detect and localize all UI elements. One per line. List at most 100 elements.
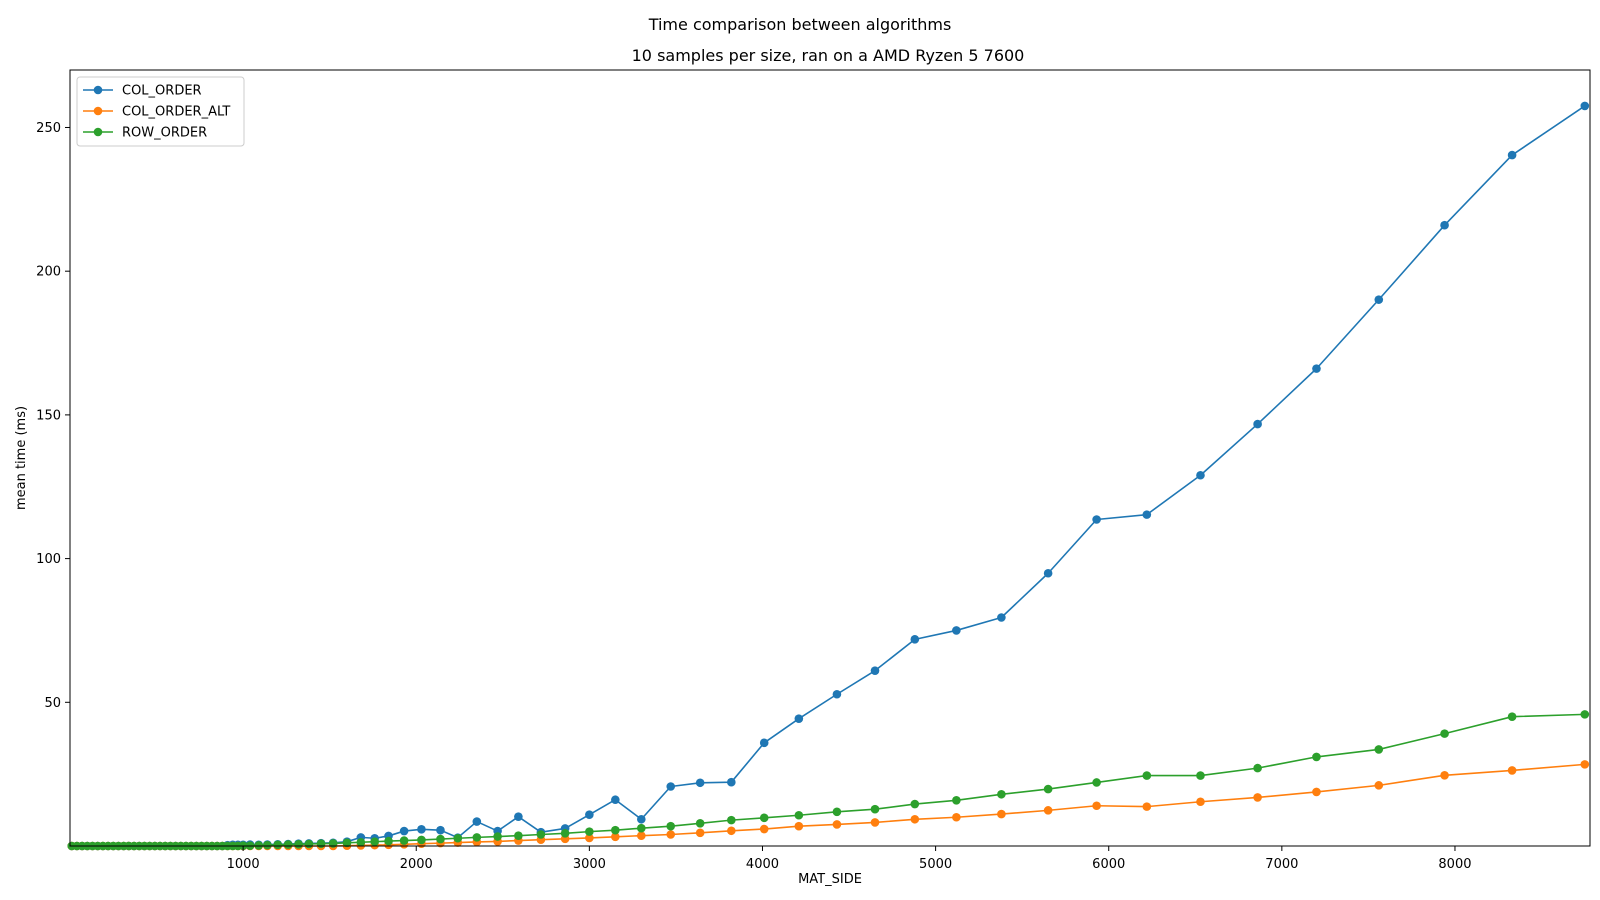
data-point <box>910 814 920 824</box>
data-point <box>611 825 620 835</box>
legend: COL_ORDER COL_ORDER_ALT ROW_ORDER <box>76 76 245 147</box>
data-point <box>794 810 804 820</box>
data-point <box>832 689 842 699</box>
data-point <box>1580 710 1590 719</box>
data-point <box>436 825 445 835</box>
data-point <box>493 832 502 841</box>
data-point <box>1092 515 1101 524</box>
data-point <box>1196 771 1205 780</box>
data-point <box>417 835 426 845</box>
data-point <box>417 825 426 834</box>
data-point <box>1196 797 1205 807</box>
y-tick-label: 150 <box>36 408 61 423</box>
data-point <box>666 782 676 791</box>
data-point <box>585 827 594 836</box>
legend-box <box>76 76 245 147</box>
data-point <box>536 830 546 839</box>
data-point <box>637 831 646 840</box>
data-point <box>666 821 676 831</box>
data-point <box>1253 763 1262 773</box>
figure-suptitle: Time comparison between algorithms <box>648 15 952 34</box>
y-axis: 50 100 150 200 250 <box>36 121 70 711</box>
data-point <box>514 831 523 840</box>
data-point <box>436 834 445 844</box>
data-point <box>254 841 263 850</box>
chart-title: 10 samples per size, ran on a AMD Ryzen … <box>632 46 1025 65</box>
data-point <box>1580 101 1590 111</box>
x-tick-label: 3000 <box>573 857 606 872</box>
data-point <box>1374 295 1384 304</box>
data-point <box>453 833 463 843</box>
data-point <box>794 714 804 723</box>
series-line <box>71 763 1585 847</box>
data-point <box>1440 220 1449 230</box>
y-tick-label: 250 <box>36 121 61 136</box>
data-point <box>695 828 705 838</box>
plot-area <box>67 69 1591 851</box>
legend-marker <box>93 127 103 137</box>
data-point <box>585 833 594 843</box>
data-point <box>342 838 352 848</box>
axes-frame <box>69 69 1591 847</box>
data-point <box>304 839 314 849</box>
y-axis-label: mean time (ms) <box>14 406 29 510</box>
data-point <box>611 832 620 842</box>
series-col-order <box>67 101 1590 851</box>
data-point <box>1580 760 1590 769</box>
data-point <box>695 778 705 788</box>
x-axis: 1000 2000 3000 4000 5000 6000 7000 8000 <box>227 846 1472 872</box>
data-point <box>997 789 1006 799</box>
data-point <box>399 826 409 836</box>
x-tick-label: 1000 <box>227 857 260 872</box>
data-point <box>472 833 482 842</box>
data-point <box>759 824 769 834</box>
data-point <box>1374 781 1384 790</box>
data-point <box>1507 150 1517 160</box>
data-point <box>273 840 283 850</box>
data-point <box>370 837 379 846</box>
series-line <box>71 105 1586 847</box>
legend-entry: COL_ORDER <box>83 84 202 99</box>
data-point <box>832 820 842 829</box>
data-point <box>1043 568 1053 578</box>
data-point <box>727 826 736 836</box>
data-point <box>1142 510 1152 519</box>
x-tick-label: 8000 <box>1438 857 1471 872</box>
data-point <box>1253 793 1262 802</box>
data-point <box>1440 729 1449 738</box>
data-point <box>1092 801 1101 811</box>
legend-label: COL_ORDER_ALT <box>122 105 230 120</box>
data-point <box>952 626 961 635</box>
data-point <box>1507 712 1517 721</box>
data-point <box>727 815 736 825</box>
legend-entry: COL_ORDER_ALT <box>83 105 230 120</box>
series-row-order <box>67 710 1590 851</box>
data-point <box>384 836 393 846</box>
data-point <box>794 821 804 831</box>
data-point <box>1043 784 1053 794</box>
legend-marker <box>93 106 103 116</box>
series-line <box>71 713 1585 847</box>
x-axis-label: MAT_SIDE <box>798 872 862 887</box>
x-tick-label: 6000 <box>1092 857 1125 872</box>
data-point <box>514 812 523 821</box>
x-tick-label: 2000 <box>400 857 433 872</box>
y-tick-label: 50 <box>44 696 61 711</box>
data-point <box>695 818 705 828</box>
x-tick-label: 7000 <box>1265 857 1298 872</box>
data-point <box>759 813 769 823</box>
y-tick-label: 200 <box>36 265 61 280</box>
data-point <box>1312 787 1321 797</box>
data-point <box>759 738 769 748</box>
data-point <box>832 807 842 817</box>
data-point <box>1253 419 1262 429</box>
data-point <box>910 799 920 809</box>
data-point <box>283 840 293 849</box>
data-point <box>585 810 594 819</box>
data-point <box>870 804 880 814</box>
data-point <box>294 839 303 849</box>
x-tick-label: 5000 <box>919 857 952 872</box>
data-point <box>666 830 676 839</box>
data-point <box>263 840 272 850</box>
